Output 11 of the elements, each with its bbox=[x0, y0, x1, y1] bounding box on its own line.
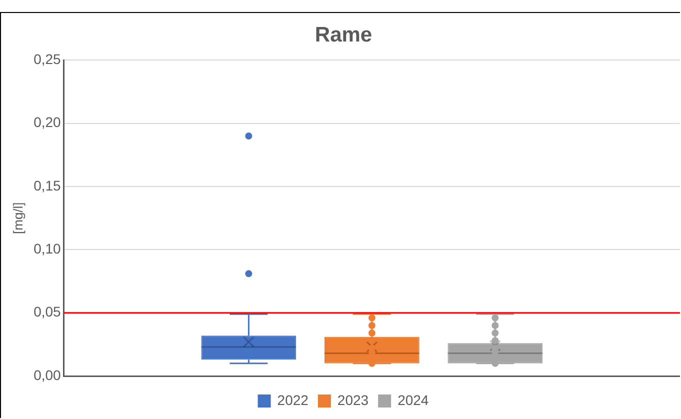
y-tick-label: 0,05 bbox=[34, 304, 62, 320]
legend-label: 2023 bbox=[337, 392, 369, 408]
y-axis-title: [mg/l] bbox=[10, 202, 26, 234]
legend-label: 2024 bbox=[398, 392, 429, 408]
y-tick-label: 0,00 bbox=[34, 366, 62, 383]
y-tick-label: 0,20 bbox=[34, 114, 62, 130]
y-tick-label: 0,15 bbox=[34, 177, 62, 194]
y-tick-label: 0,25 bbox=[34, 51, 62, 68]
chart-title: Rame bbox=[314, 23, 372, 46]
y-tick-label: 0,10 bbox=[34, 240, 62, 257]
legend-label: 2022 bbox=[277, 392, 309, 408]
